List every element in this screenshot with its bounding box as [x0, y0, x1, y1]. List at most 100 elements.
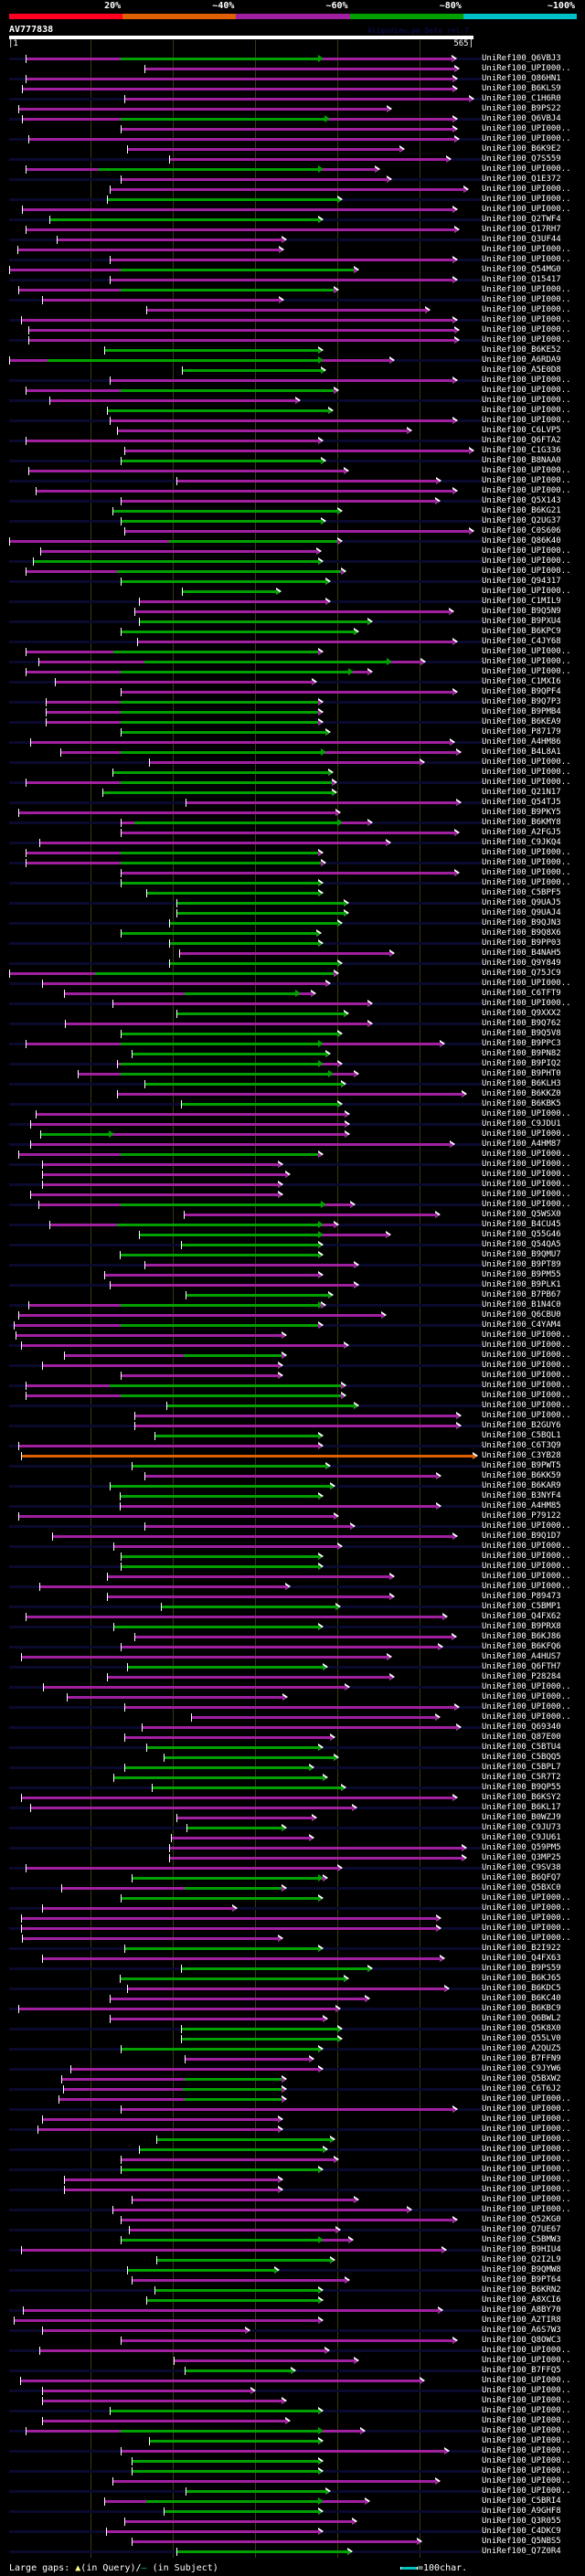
alignment-row[interactable]: UniRef100_A2QUZ5	[0, 2044, 585, 2054]
high-identity-segment[interactable]	[121, 1394, 342, 1397]
hit-label[interactable]: UniRef100_UPI000..	[482, 406, 571, 415]
hit-label[interactable]: UniRef100_UPI000..	[482, 1170, 571, 1179]
hit-label[interactable]: UniRef100_B1N4C0	[482, 1300, 561, 1309]
alignment-row[interactable]: UniRef100_UPI000..	[0, 2155, 585, 2165]
hit-label[interactable]: UniRef100_Q6VBJ4	[482, 114, 561, 123]
hit-label[interactable]: UniRef100_Q6FTA2	[482, 436, 561, 445]
hit-label[interactable]: UniRef100_A2QUZ5	[482, 2044, 561, 2053]
alignment-bar[interactable]	[39, 2349, 325, 2352]
alignment-row[interactable]: UniRef100_B9PWT5	[0, 1461, 585, 1471]
alignment-row[interactable]: UniRef100_C5BPF5	[0, 888, 585, 898]
alignment-row[interactable]: UniRef100_Q86K40	[0, 536, 585, 546]
alignment-row[interactable]: UniRef100_B6KBK5	[0, 1099, 585, 1109]
hit-label[interactable]: UniRef100_UPI000..	[482, 376, 571, 385]
alignment-row[interactable]: UniRef100_UPI000..	[0, 1160, 585, 1170]
hit-label[interactable]: UniRef100_UPI000..	[482, 2115, 571, 2124]
alignment-bar[interactable]	[144, 68, 456, 70]
hit-label[interactable]: UniRef100_A8BY70	[482, 2306, 561, 2315]
alignment-bar[interactable]	[109, 279, 454, 281]
hit-label[interactable]: UniRef100_Q87E00	[482, 1733, 561, 1742]
alignment-bar[interactable]	[185, 801, 457, 804]
alignment-row[interactable]: UniRef100_B9QJN3	[0, 918, 585, 928]
hit-label[interactable]: UniRef100_Q54TJ5	[482, 798, 561, 807]
alignment-row[interactable]: UniRef100_B6KPC9	[0, 627, 585, 637]
alignment-bar[interactable]	[20, 1927, 438, 1930]
hit-label[interactable]: UniRef100_Q5NBS5	[482, 2537, 561, 2546]
alignment-bar[interactable]	[145, 1746, 319, 1749]
hit-label[interactable]: UniRef100_B9PWT5	[482, 1461, 561, 1470]
alignment-row[interactable]: UniRef100_UPI000..	[0, 868, 585, 878]
alignment-bar[interactable]	[121, 580, 326, 583]
alignment-row[interactable]: UniRef100_B6KMY8	[0, 818, 585, 828]
alignment-row[interactable]: UniRef100_Q15417	[0, 275, 585, 285]
hit-label[interactable]: UniRef100_Q6FTH7	[482, 1662, 561, 1671]
alignment-row[interactable]: UniRef100_UPI000..	[0, 2125, 585, 2135]
alignment-bar[interactable]	[178, 952, 390, 955]
alignment-row[interactable]: UniRef100_UPI000..	[0, 2346, 585, 2356]
hit-label[interactable]: UniRef100_UPI000..	[482, 2426, 571, 2435]
high-identity-segment[interactable]	[121, 289, 335, 292]
alignment-row[interactable]: UniRef100_UPI000..	[0, 2446, 585, 2456]
hit-label[interactable]: UniRef100_P28284	[482, 1672, 561, 1681]
alignment-row[interactable]: UniRef100_Q3UF44	[0, 235, 585, 245]
alignment-bar[interactable]	[119, 1254, 319, 1256]
hit-label[interactable]: UniRef100_B6KK59	[482, 1471, 561, 1480]
alignment-row[interactable]: UniRef100_UPI000..	[0, 124, 585, 134]
alignment-row[interactable]: UniRef100_UPI000..	[0, 587, 585, 597]
alignment-bar[interactable]	[42, 2420, 286, 2422]
alignment-row[interactable]: UniRef100_UPI000..	[0, 1934, 585, 1944]
alignment-row[interactable]: UniRef100_B9Q5V8	[0, 1029, 585, 1039]
alignment-bar[interactable]	[183, 1214, 436, 1216]
hit-label[interactable]: UniRef100_UPI000..	[482, 124, 571, 133]
hit-label[interactable]: UniRef100_C6TFT9	[482, 989, 561, 998]
hit-label[interactable]: UniRef100_B0WZJ9	[482, 1813, 561, 1822]
hit-label[interactable]: UniRef100_B6KE52	[482, 345, 561, 355]
alignment-bar[interactable]	[168, 158, 448, 161]
alignment-row[interactable]: UniRef100_UPI000..	[0, 1371, 585, 1381]
hit-label[interactable]: UniRef100_C5BQL1	[482, 1431, 561, 1440]
alignment-row[interactable]: UniRef100_Q6CBU0	[0, 1310, 585, 1320]
alignment-row[interactable]: UniRef100_B9PT89	[0, 1260, 585, 1270]
alignment-bar[interactable]	[20, 1344, 345, 1347]
alignment-row[interactable]: UniRef100_B9Q7P3	[0, 697, 585, 707]
alignment-bar[interactable]	[124, 1706, 456, 1709]
alignment-row[interactable]: UniRef100_P87179	[0, 727, 585, 737]
alignment-bar[interactable]	[126, 1666, 324, 1669]
high-identity-segment[interactable]	[139, 1234, 319, 1236]
alignment-bar[interactable]	[113, 1545, 339, 1548]
alignment-bar[interactable]	[112, 2480, 436, 2483]
hit-label[interactable]: UniRef100_C6T6J2	[482, 2084, 561, 2094]
alignment-row[interactable]: UniRef100_UPI000..	[0, 1552, 585, 1562]
alignment-row[interactable]: UniRef100_B7FFN9	[0, 2054, 585, 2064]
alignment-bar[interactable]	[27, 339, 456, 342]
hit-label[interactable]: UniRef100_C3YB28	[482, 1451, 561, 1460]
alignment-row[interactable]: UniRef100_Q6VBJ3	[0, 54, 585, 64]
alignment-bar[interactable]	[17, 811, 336, 814]
alignment-row[interactable]: UniRef100_Q5BXW2	[0, 2074, 585, 2084]
alignment-bar[interactable]	[133, 1415, 457, 1417]
alignment-row[interactable]: UniRef100_Q7UE67	[0, 2225, 585, 2235]
alignment-bar[interactable]	[121, 2168, 319, 2171]
alignment-bar[interactable]	[181, 2028, 339, 2030]
high-identity-segment[interactable]	[132, 1877, 319, 1880]
alignment-row[interactable]: UniRef100_B2GUY6	[0, 1421, 585, 1431]
hit-label[interactable]: UniRef100_B6KBC9	[482, 2004, 561, 2013]
hit-label[interactable]: UniRef100_Q55LV0	[482, 2034, 561, 2043]
alignment-row[interactable]: UniRef100_B6KK59	[0, 1471, 585, 1481]
alignment-row[interactable]: UniRef100_UPI000..	[0, 396, 585, 406]
alignment-row[interactable]: UniRef100_UPI000..	[0, 295, 585, 305]
hit-label[interactable]: UniRef100_UPI000..	[482, 2155, 571, 2164]
hit-label[interactable]: UniRef100_B9PHT0	[482, 1069, 561, 1078]
alignment-row[interactable]: UniRef100_B9PS22	[0, 104, 585, 114]
hit-label[interactable]: UniRef100_UPI000..	[482, 185, 571, 194]
hit-label[interactable]: UniRef100_B6KDC5	[482, 1984, 561, 1993]
alignment-bar[interactable]	[164, 2510, 319, 2513]
alignment-row[interactable]: UniRef100_B6KAR9	[0, 1481, 585, 1491]
alignment-bar[interactable]	[160, 1606, 337, 1608]
hit-label[interactable]: UniRef100_B6KG21	[482, 506, 561, 515]
alignment-bar[interactable]	[54, 681, 314, 684]
alignment-row[interactable]: UniRef100_B6KE52	[0, 345, 585, 355]
alignment-bar[interactable]	[58, 2098, 283, 2101]
alignment-row[interactable]: UniRef100_UPI000..	[0, 1682, 585, 1692]
alignment-bar[interactable]	[168, 922, 339, 925]
